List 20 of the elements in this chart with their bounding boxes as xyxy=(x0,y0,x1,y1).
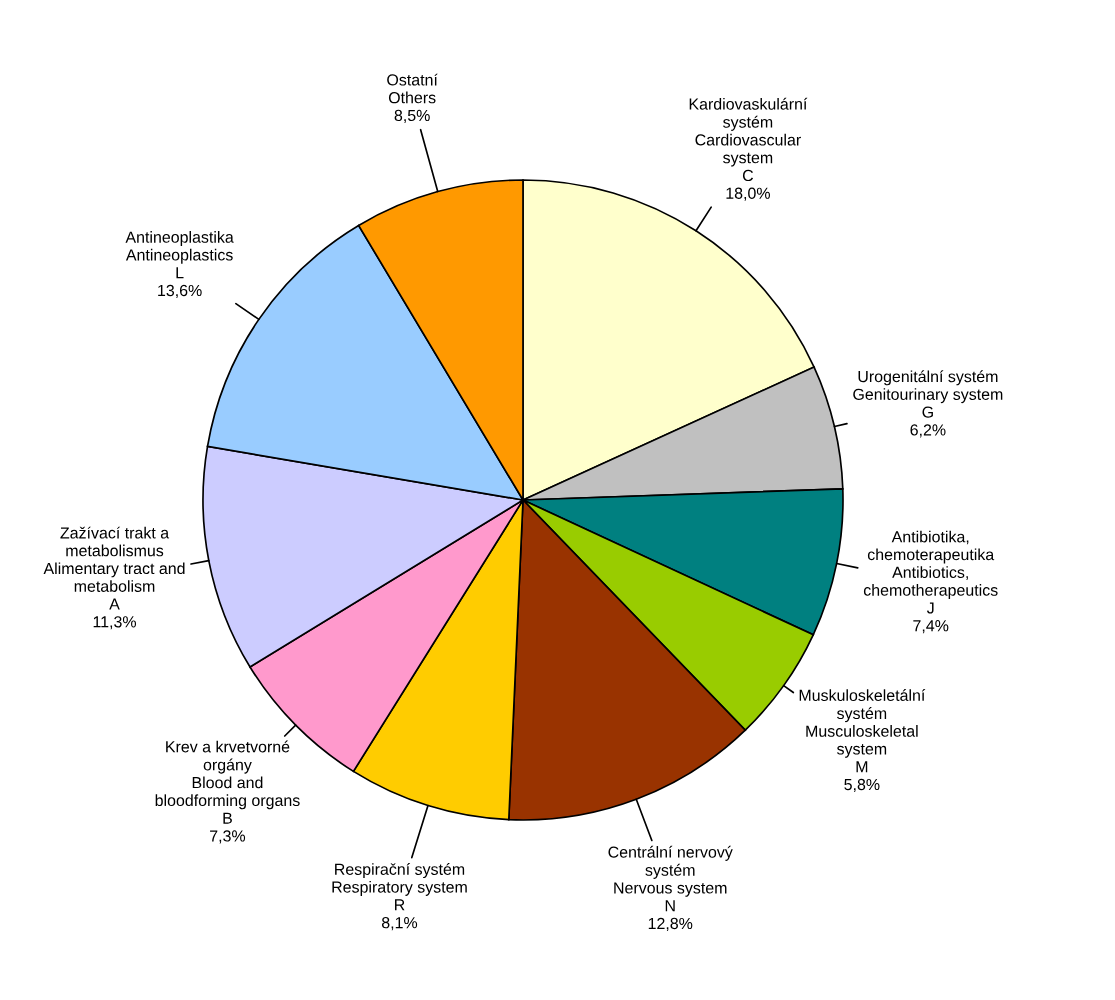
slice-label: Antibiotika, chemoterapeutika Antibiotics, chemotherapeutics J xyxy=(863,530,998,614)
slice-label: Ostatní Others xyxy=(387,73,438,104)
slice-label: Centrální nervový systém Nervous system N xyxy=(608,845,733,912)
slice-label: Antineoplastika Antineoplastics L xyxy=(125,231,234,279)
data-label: 7,3% xyxy=(210,830,246,844)
data-label: 11,3% xyxy=(93,616,137,630)
data-label: 8,1% xyxy=(381,916,418,931)
data-label: 18,0% xyxy=(726,187,770,201)
slice-label: Krev a krvetvorné orgány Blood and bloodforming organs B xyxy=(155,740,300,824)
slice-label: Respirační systém Respiratory system R xyxy=(332,863,467,911)
data-label: 8,5% xyxy=(394,109,430,123)
slice-label: Urogenitální systém Genitourinary system G xyxy=(853,370,1003,418)
data-label: 7,4% xyxy=(913,620,949,634)
data-label: 12,8% xyxy=(648,917,693,932)
slice-label: Zažívací trakt a metabolismus Alimentary tract and metabolism A xyxy=(43,526,185,610)
data-label: 13,6% xyxy=(158,284,202,299)
slice-label: Kardiovaskulární systém Cardiovascular system C xyxy=(689,97,808,182)
data-label: 6,2% xyxy=(910,424,946,438)
slice-label: Muskuloskeletální systém Musculoskeletal system M xyxy=(799,689,926,773)
data-label: 5,8% xyxy=(844,778,880,793)
